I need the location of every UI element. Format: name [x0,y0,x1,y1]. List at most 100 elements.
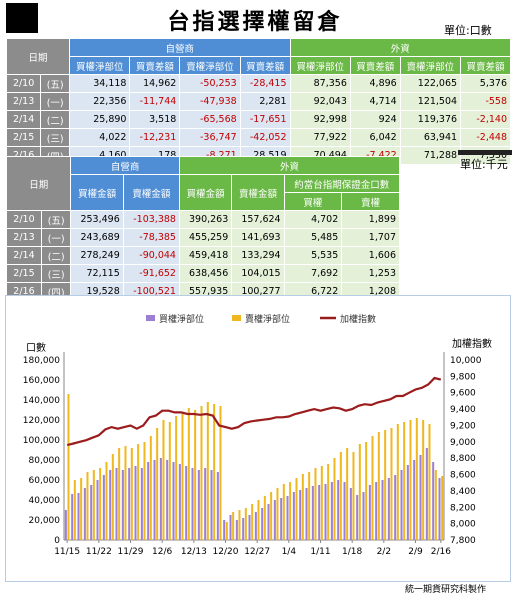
put-bar [187,408,190,540]
call-bar [406,465,409,540]
table-cell: 3,518 [129,110,181,129]
table-cell: -2,140 [460,110,511,129]
put-bar [99,468,102,540]
call-bar [324,484,327,540]
call-bar [140,468,143,540]
table-cell: 243,689 [70,228,124,247]
y-tick-label-right: 9,600 [450,389,476,399]
contract-group-header: 約當台指期保證金口數 [283,174,401,193]
index-line [66,376,442,447]
call-bar [337,480,340,540]
table-cell: 455,259 [178,228,233,247]
table-cell: 459,418 [178,246,233,265]
table-cell: -47,938 [179,92,241,111]
y-tick-label-right: 9,400 [450,405,476,415]
table-cell: 4,022 [69,128,131,147]
options-position-table: 日期 自營商 外資 買權淨部位 買賣差額 賣權淨部位 買賣差額 買權淨部位 買賣差額 賣權淨… [5,38,512,165]
put-bar [244,508,247,540]
put-bar [162,420,165,540]
y-tick-label-left: 140,000 [23,396,60,406]
call-bar [394,475,397,540]
call-bar [216,472,219,540]
table-cell: 77,922 [289,128,351,147]
x-tick-label: 11/22 [86,547,112,557]
put-bar [232,512,235,540]
call-bar [413,460,416,540]
dealer-group-header: 自營商 [69,38,291,57]
row-date: 2/13 [6,228,42,247]
call-bar [305,488,308,540]
call-bar [368,485,371,540]
row-weekday: (二) [40,246,72,265]
column-header: 賣權金額 [122,174,180,211]
column-header: 賣權淨部位 [399,56,462,75]
put-bar [92,470,95,540]
row-weekday: (三) [40,264,72,283]
x-tick-label: 1/11 [310,547,330,557]
put-bar [213,404,216,540]
dealer-group-header: 自營商 [70,156,180,175]
call-bar [128,468,131,540]
table-cell: -78,385 [122,228,180,247]
table-cell: -12,231 [129,128,181,147]
legend-label: 加權指數 [340,313,376,325]
put-bar [111,454,114,540]
x-tick-label: 2/9 [408,547,423,557]
x-tick-label: 12/20 [213,547,239,557]
table-cell: 14,962 [129,74,181,93]
call-bar [330,482,333,540]
table-row: 2/14 (二) 25,890 3,518 -65,568 -17,651 92,998 92… [5,110,511,129]
table-cell: 6,042 [349,128,401,147]
put-bar [80,478,83,540]
call-bar [425,448,428,540]
table-row: 2/15 (三) 72,115 -91,652 638,456 104,015 7,692 1… [6,264,400,283]
put-bar [327,464,330,540]
column-header: 買權金額 [70,174,124,211]
call-bar [292,492,295,540]
put-bar [238,510,241,540]
options-amount-table: 日期 自營商 外資 買權金額 賣權金額 買權金額 賣權金額 約當台指期保證金口數… [5,156,401,301]
put-bar [384,430,387,540]
table-cell: 5,376 [460,74,511,93]
call-bar [248,515,251,540]
put-bar [352,452,355,540]
call-bar [121,470,124,540]
y-tick-label-left: 180,000 [23,356,60,366]
call-bar [438,478,441,540]
x-tick-label: 11/15 [54,547,80,557]
put-bar [422,420,425,540]
y-tick-label-left: 100,000 [23,436,60,446]
put-bar [403,422,406,540]
put-bar [67,394,70,540]
y-tick-label-right: 9,800 [450,372,476,382]
call-bar [191,468,194,540]
table-cell: 121,504 [399,92,462,111]
x-tick-label: 11/29 [118,547,144,557]
call-bar [381,480,384,540]
call-bar [159,458,162,540]
row-weekday: (一) [40,228,72,247]
call-bar [261,508,264,540]
row-weekday: (一) [40,92,71,111]
put-bar [314,468,317,540]
table-cell: 71,288 [399,146,462,165]
put-bar [270,492,273,540]
column-header: 賣權 [341,192,400,211]
row-date: 2/14 [5,110,42,129]
call-bar [286,496,289,540]
put-bar [181,414,184,540]
table-cell: -28,415 [239,74,291,93]
table-cell: 638,456 [178,264,233,283]
table-cell: -2,448 [460,128,511,147]
put-bar [225,522,228,540]
x-tick-label: 1/4 [282,547,297,557]
table-cell: 119,376 [399,110,462,129]
call-bar [90,485,93,540]
x-tick-label: 2/2 [377,547,391,557]
put-bar [263,496,266,540]
table-cell: 4,702 [283,210,343,229]
put-bar [251,504,254,540]
x-tick-label: 1/18 [342,547,362,557]
table-cell: 92,998 [289,110,351,129]
